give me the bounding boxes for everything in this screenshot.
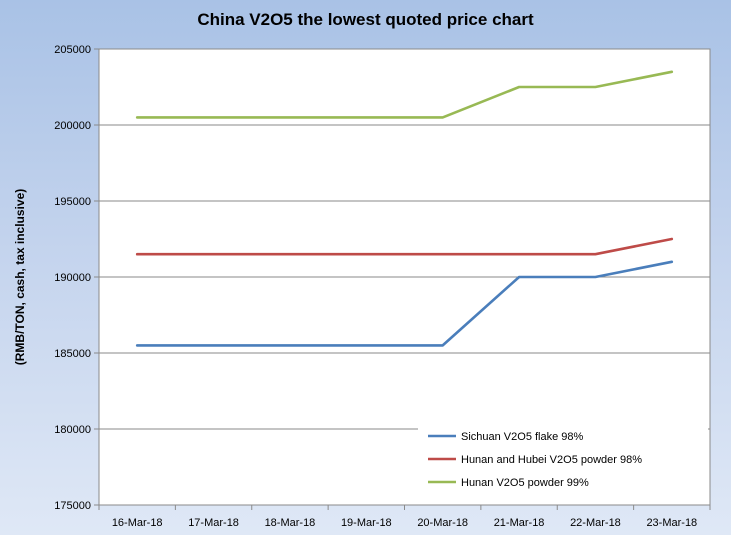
y-tick-label: 190000 [54, 272, 91, 284]
series-lines [135, 70, 674, 347]
y-tick-label: 185000 [54, 348, 91, 360]
y-tick-label: 200000 [54, 120, 91, 132]
series-line-2 [135, 237, 674, 256]
legend-label: Sichuan V2O5 flake 98% [461, 431, 584, 443]
x-tick-label: 16-Mar-18 [112, 517, 163, 529]
x-tick-label: 22-Mar-18 [570, 517, 621, 529]
x-tick-label: 23-Mar-18 [646, 517, 697, 529]
y-tick-label: 180000 [54, 424, 91, 436]
series-line-1 [135, 260, 674, 347]
x-tick-label: 19-Mar-18 [341, 517, 392, 529]
legend-box [418, 423, 708, 495]
y-axis-ticks: 175000 180000 185000 190000 195000 200000 2050… [54, 44, 99, 512]
legend-label: Hunan V2O5 powder 99% [461, 477, 589, 489]
x-tick-label: 20-Mar-18 [417, 517, 468, 529]
x-tick-label: 18-Mar-18 [265, 517, 316, 529]
x-tick-label: 17-Mar-18 [188, 517, 239, 529]
x-axis-ticks: 16-Mar-18 17-Mar-18 18-Mar-18 19-Mar-18 20-M… [98, 505, 711, 529]
y-tick-label: 175000 [54, 500, 91, 512]
chart-title: China V2O5 the lowest quoted price chart [197, 10, 534, 29]
legend: Sichuan V2O5 flake 98% Hunan and Hubei V2… [428, 431, 642, 489]
y-tick-label: 195000 [54, 196, 91, 208]
x-tick-label: 21-Mar-18 [494, 517, 545, 529]
y-tick-label: 205000 [54, 44, 91, 56]
series-line-3 [135, 70, 674, 119]
y-axis-label: (RMB/TON, cash, tax inclusive) [13, 189, 27, 366]
legend-label: Hunan and Hubei V2O5 powder 98% [461, 454, 642, 466]
